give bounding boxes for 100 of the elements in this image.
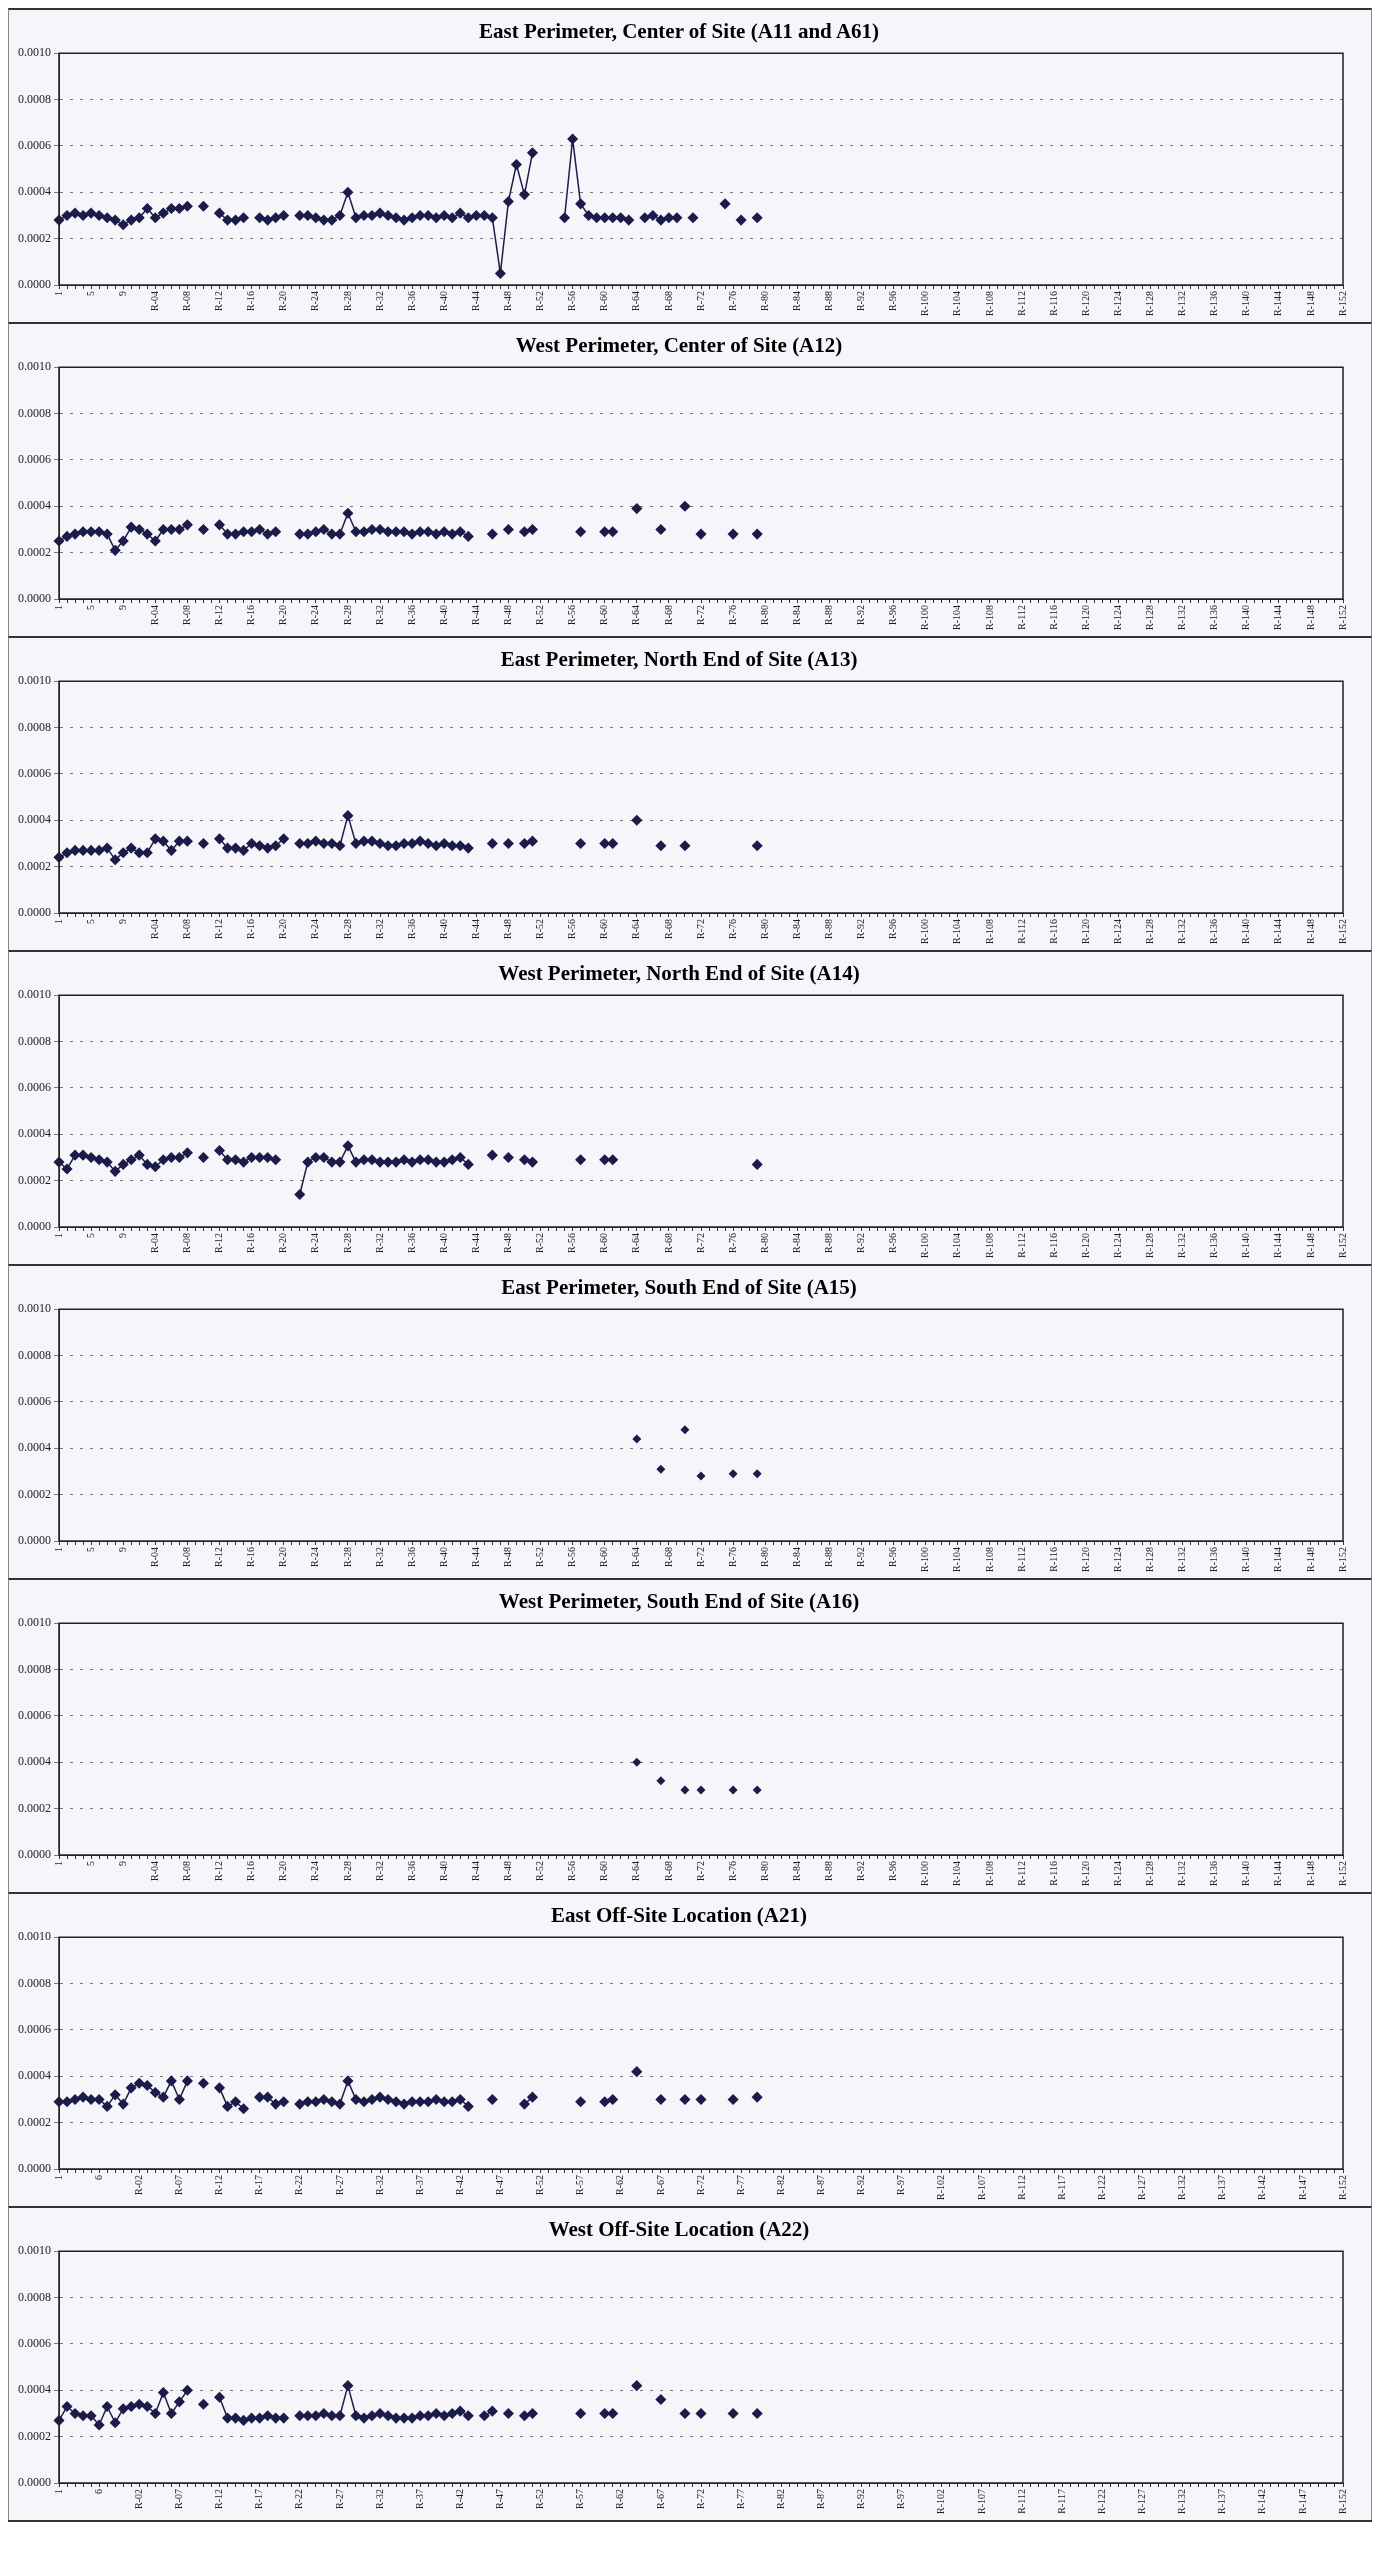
- point: [166, 2075, 177, 2087]
- point: [751, 2091, 763, 2103]
- x-tick-label: R-36: [405, 1861, 417, 1881]
- point: [214, 1145, 225, 1156]
- point: [61, 847, 73, 858]
- y-tick-label: 0.0004: [18, 498, 51, 513]
- x-tick-label: R-72: [694, 2175, 706, 2195]
- x-tick-label: R-40: [437, 1547, 449, 1567]
- x-tick-label: R-80: [758, 1233, 770, 1253]
- x-tick-label: R-48: [502, 1547, 514, 1567]
- x-tick-label: R-96: [887, 919, 899, 939]
- point: [438, 2096, 450, 2108]
- x-tick-label: R-148: [1304, 1547, 1316, 1572]
- x-tick-label: R-96: [887, 605, 899, 625]
- x-tick-label: R-20: [277, 1233, 289, 1253]
- x-tick-label: R-136: [1208, 291, 1220, 316]
- x-tick-label: R-100: [919, 291, 931, 316]
- x-tick-label: R-52: [534, 919, 546, 939]
- x-tick-label: 5: [84, 291, 96, 296]
- x-tick-label: R-08: [181, 1547, 193, 1567]
- x-tick-label: R-84: [790, 919, 802, 939]
- x-tick-label: R-28: [341, 605, 353, 625]
- x-tick-label: R-88: [823, 605, 835, 625]
- point: [455, 1152, 466, 1163]
- point: [158, 835, 169, 847]
- point: [334, 2098, 346, 2110]
- y-tick-label: 0.0004: [18, 184, 51, 199]
- point: [222, 2101, 233, 2112]
- y-tick-label: 0.0008: [18, 405, 51, 420]
- point: [680, 1785, 690, 1795]
- x-tick-label: R-02: [132, 2489, 144, 2509]
- point: [487, 838, 498, 849]
- point: [728, 1785, 738, 1795]
- x-tick-label: R-116: [1047, 291, 1059, 316]
- y-tick-label: 0.0010: [18, 1615, 51, 1630]
- x-tick-label: R-52: [534, 2489, 546, 2509]
- point: [278, 833, 289, 845]
- point: [150, 2087, 161, 2098]
- point: [61, 1163, 73, 1175]
- point: [134, 2077, 145, 2089]
- point: [752, 1785, 762, 1795]
- point: [350, 838, 362, 849]
- point: [696, 1785, 706, 1795]
- point: [519, 1154, 530, 1166]
- x-tick-label: R-36: [405, 605, 417, 625]
- x-tick-label: R-144: [1272, 1861, 1284, 1886]
- x-tick-label: R-07: [173, 2175, 184, 2195]
- point: [631, 2066, 643, 2077]
- y-tick-label: 0.0002: [18, 1800, 51, 1815]
- y-tick-label: 0.0000: [18, 905, 51, 920]
- x-tick-label: R-12: [213, 919, 225, 939]
- y-tick-label: 0.0010: [18, 1301, 51, 1316]
- y-tick-label: 0.0004: [18, 2068, 51, 2083]
- x-tick-label: R-28: [341, 1233, 353, 1253]
- x-tick-label: R-124: [1111, 1233, 1123, 1258]
- x-tick-label: R-132: [1176, 1861, 1188, 1886]
- x-tick-label: R-112: [1015, 605, 1027, 630]
- y-tick-label: 0.0006: [18, 2336, 51, 2351]
- x-tick-label: R-52: [534, 2175, 546, 2195]
- x-tick-label: R-88: [823, 1547, 835, 1567]
- x-tick-label: R-28: [341, 1861, 353, 1881]
- x-tick-label: 1: [52, 1547, 64, 1552]
- x-tick-label: R-68: [662, 919, 674, 939]
- point: [230, 842, 241, 854]
- x-tick-label: R-92: [855, 1233, 867, 1253]
- point: [575, 2096, 586, 2108]
- x-tick-label: R-132: [1176, 605, 1188, 630]
- x-tick-label: R-48: [502, 291, 514, 311]
- x-tick-label: R-80: [758, 1547, 770, 1567]
- x-tick-label: R-108: [983, 605, 995, 630]
- x-tick-label: R-16: [245, 1233, 257, 1253]
- x-tick-label: 5: [84, 605, 96, 610]
- point: [599, 838, 610, 849]
- point: [607, 2094, 618, 2105]
- point: [487, 2094, 498, 2105]
- x-tick-label: R-60: [598, 605, 610, 625]
- x-tick-label: R-152: [1336, 919, 1348, 944]
- y-tick-label: 0.0000: [18, 2475, 51, 2490]
- point: [254, 840, 265, 852]
- x-tick-label: R-48: [502, 1233, 514, 1253]
- point: [358, 2096, 370, 2108]
- x-tick-label: R-24: [309, 605, 321, 625]
- x-tick-label: R-47: [494, 2175, 505, 2195]
- x-tick-label: R-128: [1144, 1233, 1156, 1258]
- y-tick-label: 0.0002: [18, 2428, 51, 2443]
- x-tick-label: R-36: [405, 291, 417, 311]
- x-tick-label: R-56: [566, 1861, 578, 1881]
- x-tick-label: 6: [92, 2489, 104, 2494]
- x-tick-label: R-17: [253, 2489, 265, 2509]
- point: [632, 1434, 642, 1444]
- x-tick-label: R-60: [598, 291, 610, 311]
- point: [262, 842, 273, 854]
- x-tick-label: R-60: [598, 1547, 610, 1567]
- point: [109, 2089, 121, 2101]
- x-tick-label: R-56: [566, 291, 578, 311]
- y-tick-label: 0.0004: [18, 1440, 51, 1455]
- point: [166, 1152, 177, 1163]
- x-tick-label: R-20: [277, 919, 289, 939]
- x-tick-label: R-84: [790, 1233, 802, 1253]
- y-tick-label: 0.0008: [18, 1975, 51, 1990]
